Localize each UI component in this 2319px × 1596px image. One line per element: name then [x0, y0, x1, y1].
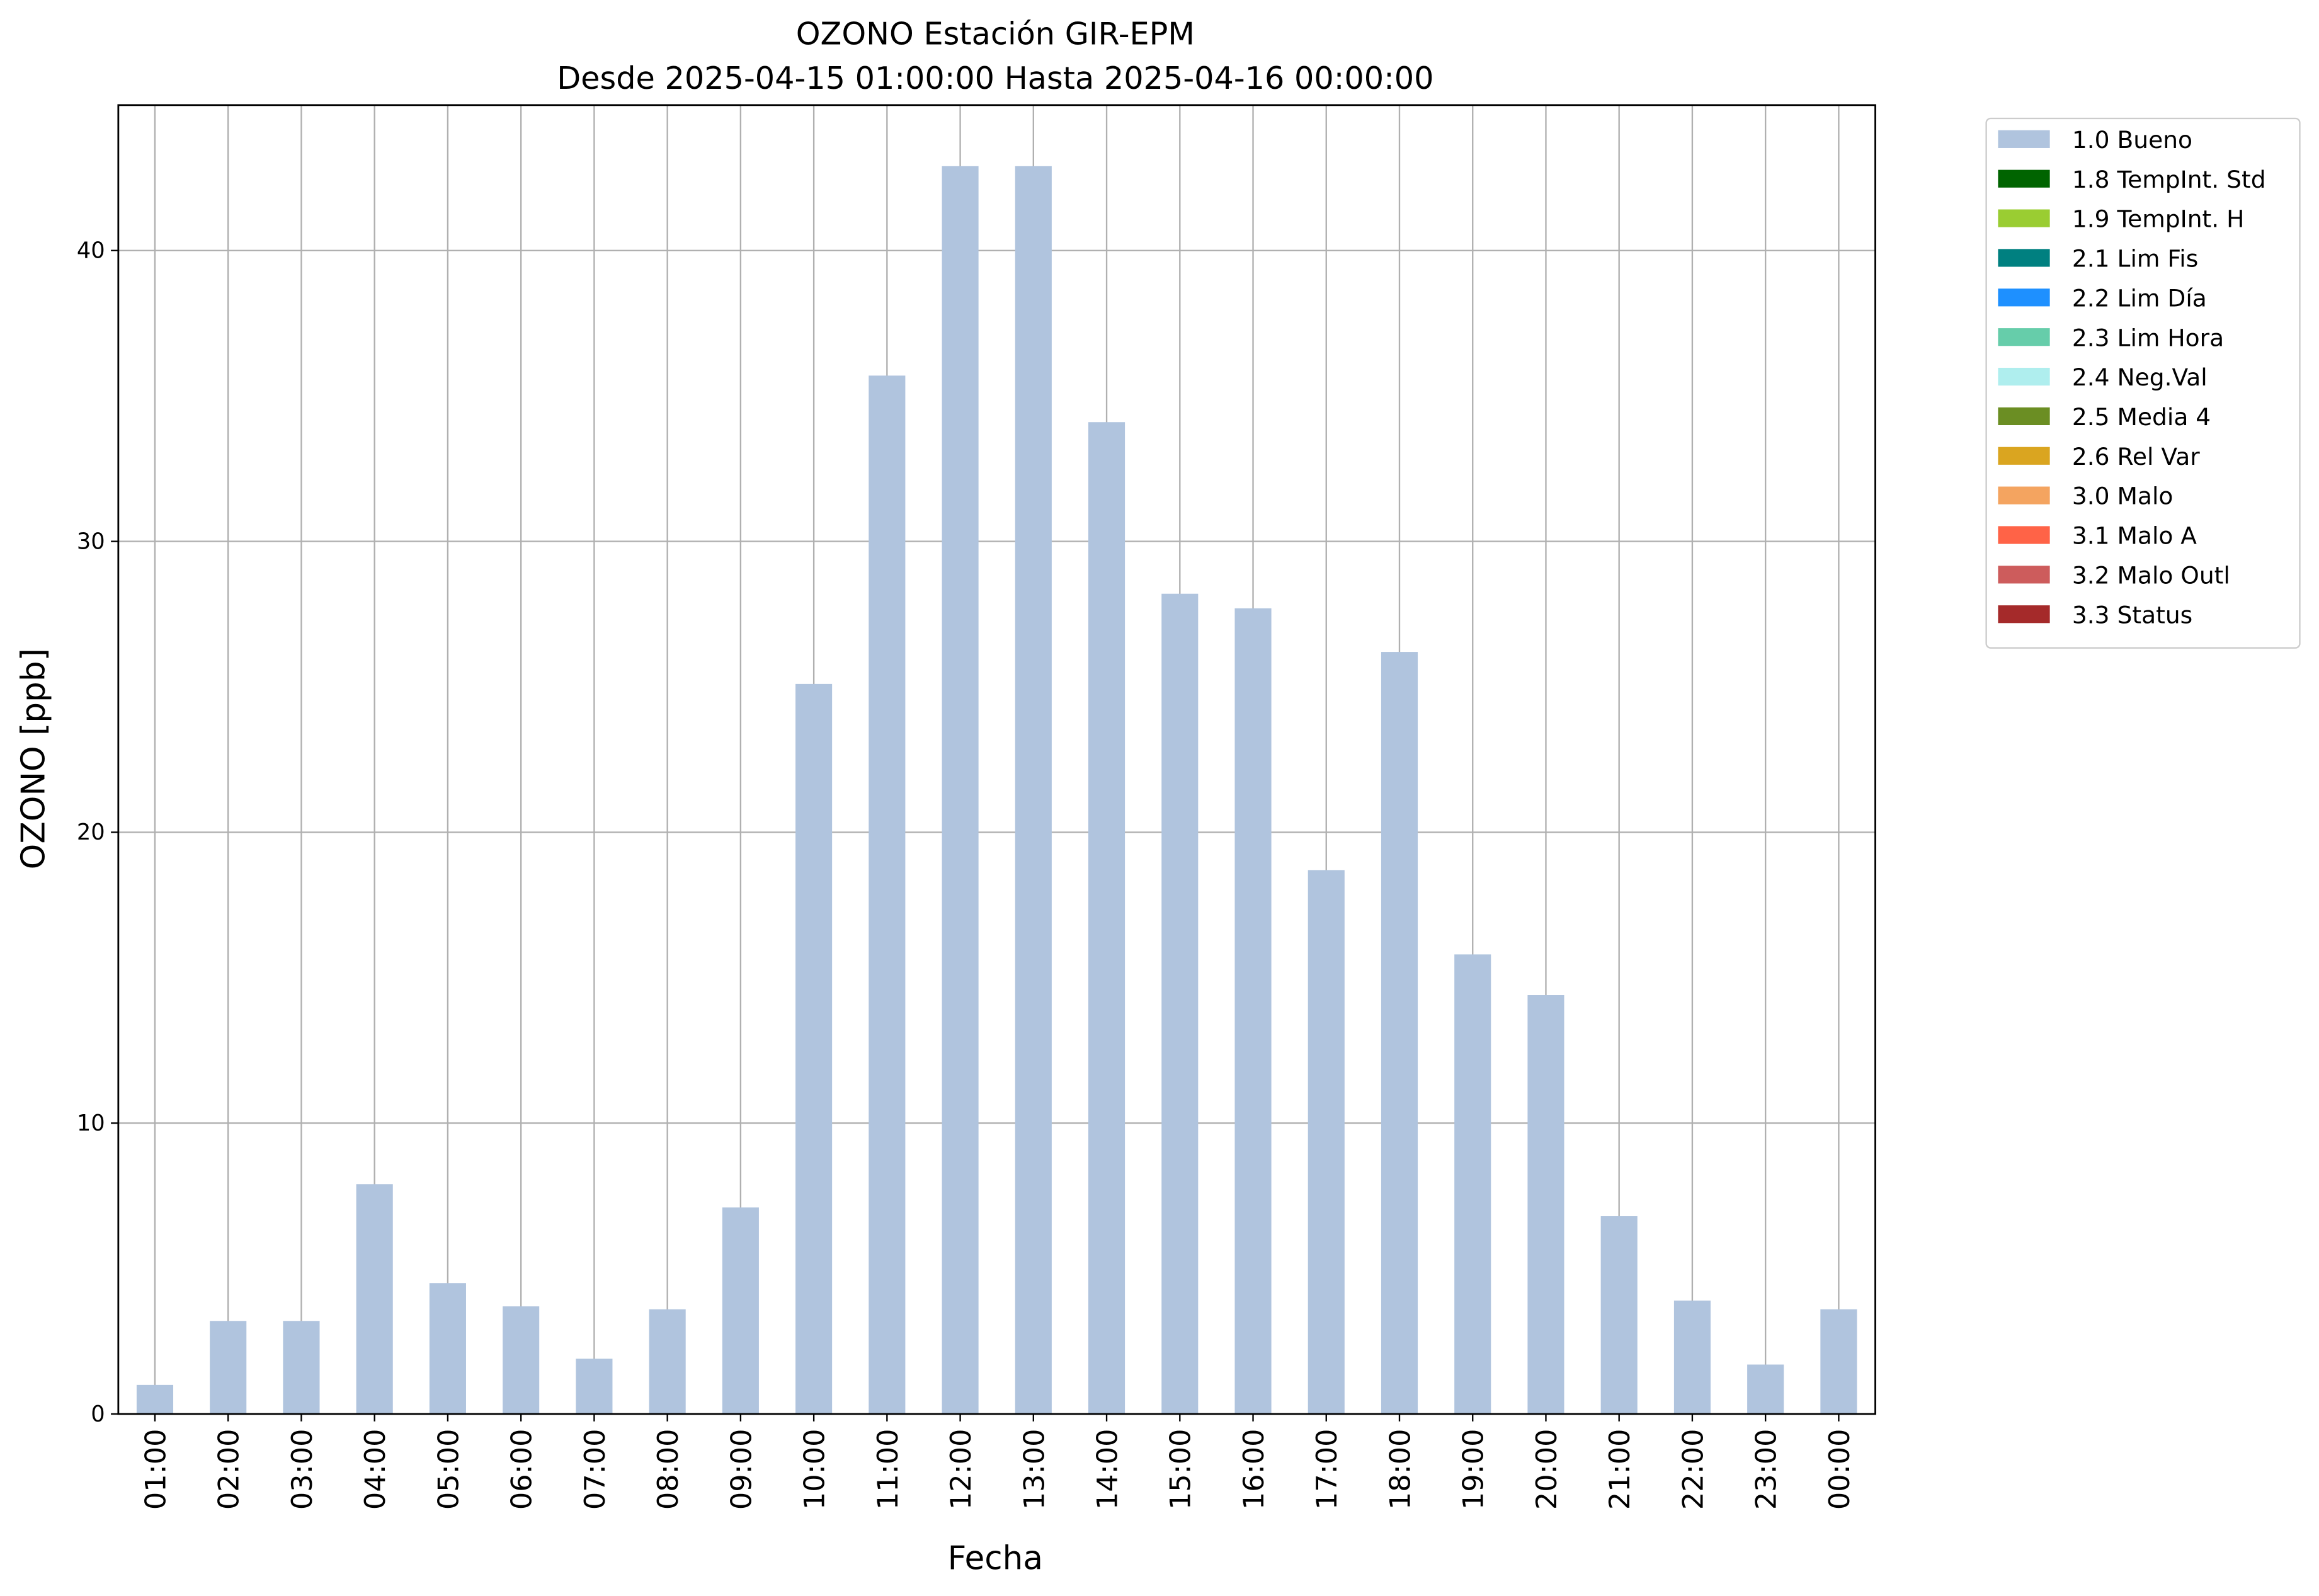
bar: [283, 1321, 320, 1415]
legend-label: 2.3 Lim Hora: [2072, 324, 2224, 351]
x-tick-label: 09:00: [725, 1429, 758, 1510]
x-tick-label: 00:00: [1823, 1429, 1856, 1510]
legend-swatch: [1998, 209, 2050, 227]
x-tick-label: 10:00: [799, 1429, 831, 1510]
bar: [1454, 954, 1491, 1415]
y-tick-label: 20: [77, 819, 105, 845]
legend-label: 3.0 Malo: [2072, 482, 2174, 510]
x-tick-label: 08:00: [652, 1429, 685, 1510]
x-tick-label: 16:00: [1238, 1429, 1270, 1510]
x-tick-label: 05:00: [432, 1429, 465, 1510]
legend-label: 2.4 Neg.Val: [2072, 363, 2208, 391]
legend-label: 3.1 Malo A: [2072, 522, 2197, 550]
x-tick-label: 01:00: [139, 1429, 172, 1510]
legend-swatch: [1998, 130, 2050, 148]
legend-label: 1.8 TempInt. Std: [2072, 166, 2266, 193]
x-tick-label: 11:00: [872, 1429, 904, 1510]
bar: [1381, 652, 1418, 1415]
y-tick-label: 30: [77, 528, 105, 554]
legend-label: 2.2 Lim Día: [2072, 284, 2207, 312]
legend-swatch: [1998, 367, 2050, 386]
legend-swatch: [1998, 566, 2050, 584]
y-axis-label: OZONO [ppb]: [14, 648, 52, 869]
y-tick-label: 40: [77, 238, 105, 264]
legend-swatch: [1998, 328, 2050, 346]
x-tick-label: 17:00: [1311, 1429, 1343, 1510]
x-tick-label: 03:00: [286, 1429, 319, 1510]
bar: [1015, 166, 1052, 1415]
legend-label: 2.1 Lim Fis: [2072, 245, 2198, 273]
bar: [576, 1359, 613, 1415]
bar: [1088, 422, 1125, 1415]
legend-label: 3.3 Status: [2072, 601, 2192, 629]
bar: [1747, 1364, 1784, 1415]
x-tick-label: 04:00: [359, 1429, 392, 1510]
legend-swatch: [1998, 526, 2050, 544]
legend-label: 1.0 Bueno: [2072, 126, 2192, 154]
x-tick-label: 12:00: [945, 1429, 977, 1510]
legend-box: [1985, 117, 2301, 649]
bar: [429, 1283, 466, 1415]
bar: [1161, 593, 1199, 1415]
x-tick-label: 06:00: [506, 1429, 538, 1510]
legend-label: 2.6 Rel Var: [2072, 443, 2200, 470]
y-tick-label: 10: [77, 1110, 105, 1136]
bar: [1600, 1216, 1638, 1415]
x-tick-label: 07:00: [579, 1429, 612, 1510]
y-tick-label: 0: [91, 1401, 105, 1427]
bar: [869, 375, 906, 1415]
legend-swatch: [1998, 249, 2050, 267]
bar: [1820, 1309, 1857, 1415]
bar: [722, 1207, 759, 1415]
x-tick-label: 02:00: [213, 1429, 246, 1510]
bar: [795, 683, 833, 1415]
legend-swatch: [1998, 407, 2050, 425]
bar: [1673, 1300, 1711, 1415]
x-tick-label: 15:00: [1165, 1429, 1197, 1510]
bar: [136, 1384, 174, 1415]
x-tick-label: 18:00: [1384, 1429, 1416, 1510]
x-tick-label: 19:00: [1457, 1429, 1490, 1510]
bar: [942, 166, 979, 1415]
legend-label: 3.2 Malo Outl: [2072, 561, 2230, 589]
legend-swatch: [1998, 486, 2050, 504]
chart-subtitle: Desde 2025-04-15 01:00:00 Hasta 2025-04-…: [557, 60, 1433, 96]
legend-label: 1.9 TempInt. H: [2072, 205, 2245, 233]
bar: [1308, 870, 1345, 1415]
bar: [503, 1306, 540, 1415]
chart-title: OZONO Estación GIR-EPM: [796, 16, 1195, 52]
legend-swatch: [1998, 169, 2050, 188]
x-tick-label: 13:00: [1018, 1429, 1051, 1510]
x-tick-label: 21:00: [1604, 1429, 1636, 1510]
x-tick-label: 20:00: [1530, 1429, 1563, 1510]
bar: [1234, 608, 1272, 1415]
x-axis-label: Fecha: [948, 1540, 1043, 1578]
bar: [649, 1309, 686, 1415]
x-tick-label: 23:00: [1750, 1429, 1783, 1510]
plot-frame: [117, 104, 1876, 1415]
legend-label: 2.5 Media 4: [2072, 403, 2211, 431]
bar: [210, 1321, 247, 1415]
x-tick-label: 14:00: [1091, 1429, 1124, 1510]
legend-swatch: [1998, 447, 2050, 465]
bar: [1527, 995, 1564, 1415]
legend-swatch: [1998, 288, 2050, 307]
x-tick-label: 22:00: [1677, 1429, 1709, 1510]
legend-swatch: [1998, 605, 2050, 624]
bar: [356, 1184, 393, 1415]
